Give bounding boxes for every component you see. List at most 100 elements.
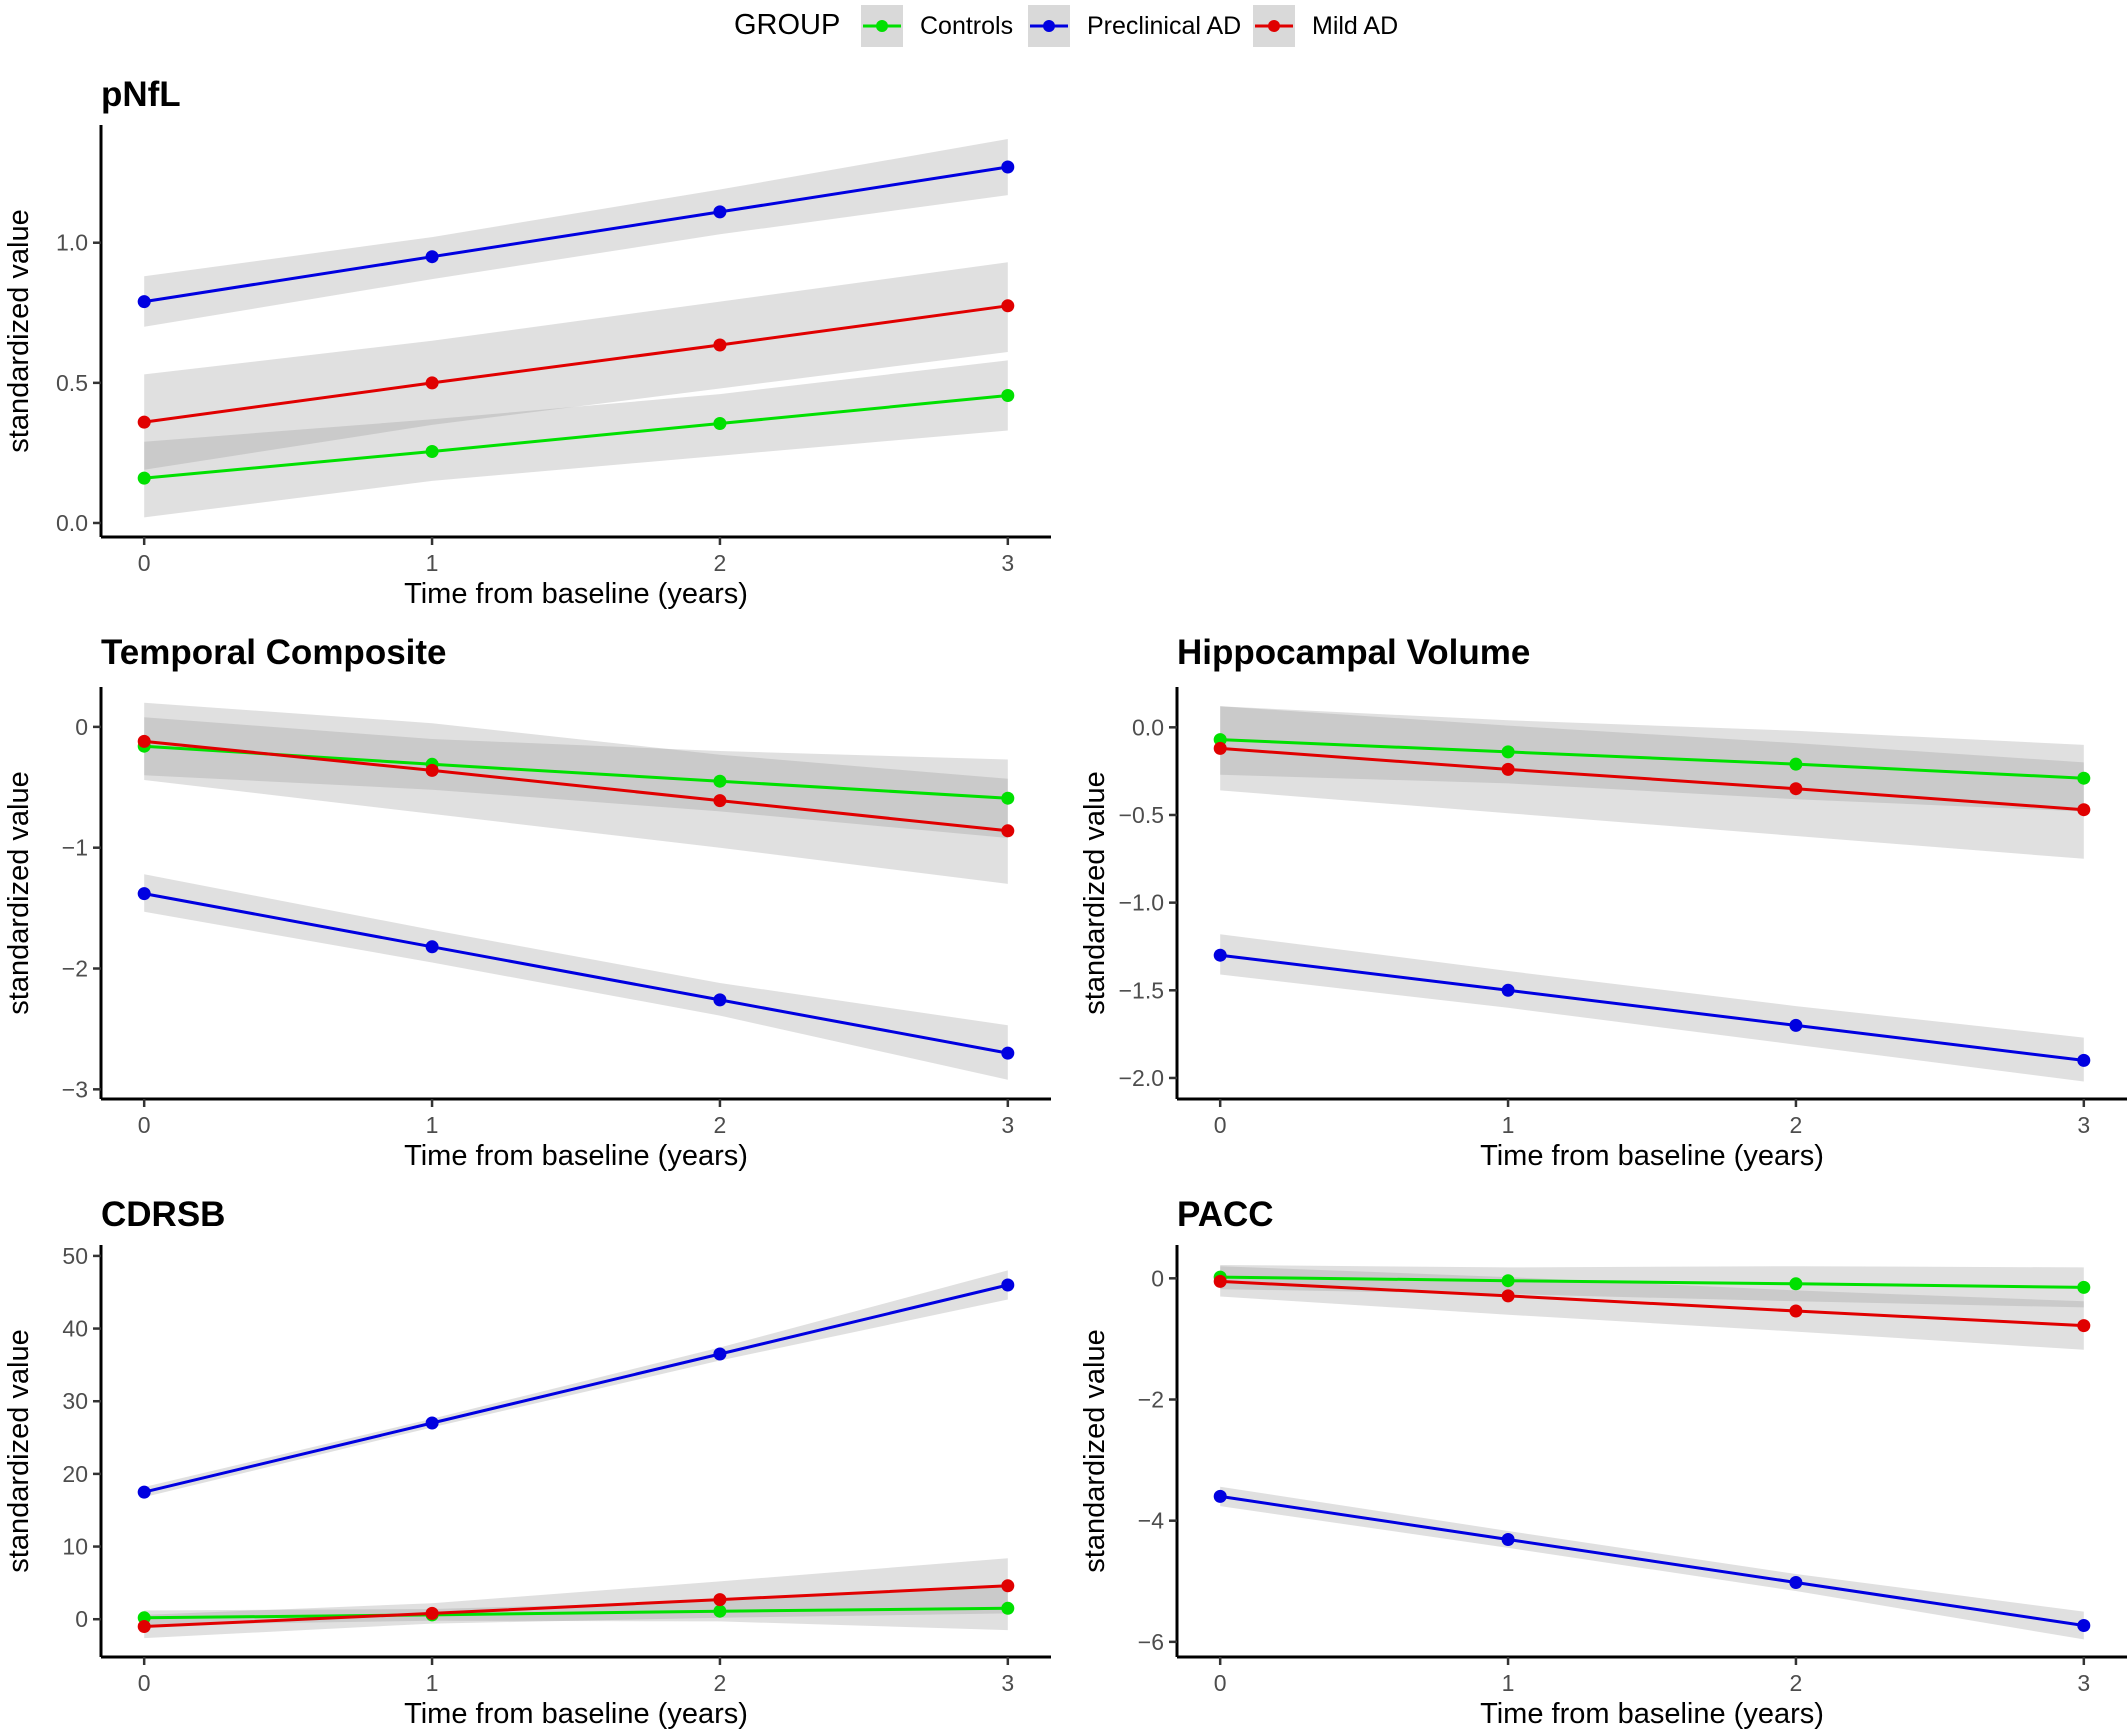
x-tick-label: 2 [1790,1112,1803,1138]
data-point [2077,1280,2091,1294]
data-point [137,295,151,309]
data-point [1789,1576,1803,1589]
x-tick-label: 2 [1790,1670,1803,1696]
y-tick-label: −2.0 [1119,1065,1164,1091]
data-point [425,445,439,458]
legend-label-mild-ad: Mild AD [1312,12,1398,40]
panel-title: PACC [1177,1195,1274,1234]
panel-pnfl: pNfL 0.0 0.5 1.0 0 1 2 3 Time from baseline (yea… [3,75,1051,610]
x-tick-label: 1 [426,1670,439,1696]
x-tick-label: 1 [426,1112,439,1138]
data-point [1213,948,1227,962]
data-point [1789,1304,1803,1318]
data-point [713,417,727,430]
x-tick-label: 1 [426,550,439,576]
data-point [713,1593,727,1607]
series-line [1220,738,2084,780]
y-tick-label: 1.0 [56,230,88,256]
confidence-band [1220,1265,2084,1308]
x-tick-label: 1 [1502,1670,1515,1696]
data-point [1501,762,1515,776]
data-point [2077,803,2091,817]
data-point [425,376,439,390]
y-tick-label: 0 [75,1606,88,1632]
x-tick-label: 3 [2077,1670,2090,1696]
data-point [137,415,151,429]
data-point [1213,1489,1227,1503]
x-tick-label: 0 [1214,1670,1227,1696]
series-line [143,892,1009,1055]
y-tick-label: −3 [62,1076,88,1102]
data-point [137,887,151,901]
data-point [1001,389,1015,402]
data-point [713,774,727,788]
panel-title: Temporal Composite [101,633,447,672]
y-tick-label: −1.0 [1119,890,1164,916]
panel-pacc: PACC −6 −4 −2 0 0 1 2 3 Time from baseline (years… [1079,1195,2127,1730]
data-point [1501,1274,1515,1288]
y-tick-label: 30 [62,1388,88,1414]
data-point [713,205,727,219]
x-tick-label: 3 [1001,1670,1014,1696]
series-line [143,165,1009,304]
x-tick-label: 2 [714,1112,727,1138]
data-point [1001,160,1015,174]
panel-temporal-composite: Temporal Composite −3 −2 −1 0 0 1 2 3 Time from b… [3,633,1051,1172]
data-point [713,338,727,352]
legend-item-controls: Controls [861,5,1013,47]
x-axis-title: Time from baseline (years) [1480,1140,1824,1172]
x-tick-label: 2 [714,1670,727,1696]
confidence-band [1220,1266,2084,1350]
x-tick-label: 3 [1001,1112,1014,1138]
legend-title: GROUP [734,9,840,41]
series-line [144,1584,1008,1628]
data-point [2077,1619,2091,1632]
data-point [1789,782,1803,796]
y-tick-label: −4 [1138,1508,1164,1534]
x-tick-label: 2 [714,550,727,576]
data-point [2077,1319,2091,1333]
data-point [2077,1053,2091,1067]
data-point [425,1416,439,1430]
y-tick-label: −6 [1138,1629,1164,1655]
panel-title: CDRSB [101,1195,225,1234]
x-axis-title: Time from baseline (years) [404,1140,748,1172]
confidence-band [144,702,1008,884]
y-tick-label: −0.5 [1119,802,1164,828]
data-point [713,794,727,808]
y-tick-label: −1 [62,835,88,861]
data-point [1001,1579,1015,1593]
series-line [144,1606,1008,1620]
data-point [425,250,439,264]
y-tick-label: −2 [62,956,88,982]
data-point [713,993,727,1007]
series-line [143,304,1009,424]
series-line [1220,953,2084,1062]
data-point [1001,299,1015,313]
panel-hippocampal-volume: Hippocampal Volume −2.0 −1.5 −1.0 −0.5 0.0 0 1 2… [1079,633,2127,1172]
data-point [1789,757,1803,771]
x-axis-title: Time from baseline (years) [404,578,748,610]
data-point [1001,824,1015,838]
y-axis-title: standardized value [1079,771,1111,1014]
y-axis-title: standardized value [3,771,35,1014]
data-point [1001,1278,1015,1292]
x-tick-label: 1 [1502,1112,1515,1138]
series-line [144,739,1008,833]
series-line [1219,1494,2085,1627]
y-axis-title: standardized value [3,1329,35,1572]
confidence-band [1220,1486,2084,1640]
y-tick-label: 50 [62,1243,88,1269]
series-line [1220,746,2084,812]
data-point [1213,741,1227,755]
data-point [1789,1018,1803,1032]
data-point [1501,1533,1515,1546]
legend-label-controls: Controls [920,12,1013,40]
series-line [1220,1275,2084,1289]
y-tick-label: 10 [62,1534,88,1560]
confidence-band [144,1270,1008,1498]
x-tick-label: 0 [138,1112,151,1138]
y-tick-label: −2 [1138,1387,1164,1413]
y-tick-label: −1.5 [1119,977,1164,1003]
y-tick-label: 0.0 [1132,714,1164,740]
